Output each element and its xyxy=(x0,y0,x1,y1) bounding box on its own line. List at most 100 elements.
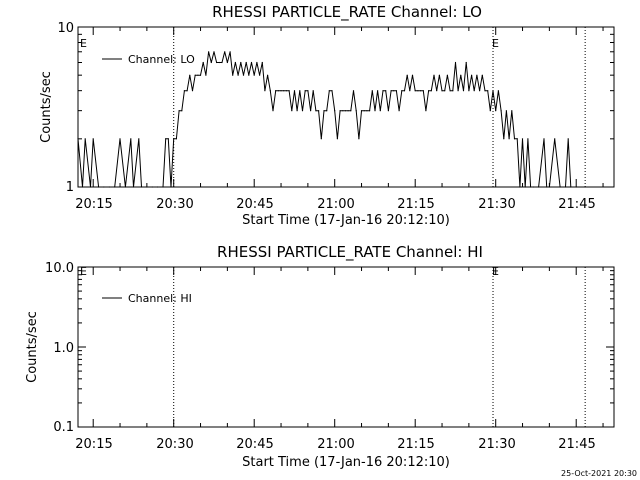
data-point xyxy=(385,90,387,92)
data-point xyxy=(570,186,572,188)
data-point xyxy=(438,74,440,76)
data-point xyxy=(484,90,486,92)
chart-lo-ticks xyxy=(78,26,614,188)
data-point xyxy=(567,138,569,140)
data-point xyxy=(331,90,333,92)
data-point xyxy=(508,138,510,140)
data-point xyxy=(546,186,548,188)
data-point xyxy=(167,138,169,140)
data-point xyxy=(248,74,250,76)
chart-hi-event-marker-start: E xyxy=(80,265,87,278)
data-point xyxy=(465,61,467,64)
chart-lo-legend-label: Channel: LO xyxy=(128,53,195,66)
chart-hi-title: RHESSI PARTICLE_RATE Channel: HI xyxy=(217,243,483,262)
data-point xyxy=(226,61,228,64)
data-point xyxy=(315,110,317,112)
data-point xyxy=(237,74,239,76)
data-point xyxy=(81,186,84,188)
data-point xyxy=(519,186,521,188)
data-point xyxy=(92,138,94,140)
data-point xyxy=(527,138,529,140)
data-point xyxy=(267,74,269,76)
data-point xyxy=(411,74,414,76)
data-point xyxy=(178,110,180,112)
data-point xyxy=(189,74,191,76)
data-point xyxy=(77,138,79,140)
chart-hi-ytick-10: 10.0 xyxy=(45,261,74,276)
chart-lo-event-marker-start: E xyxy=(80,37,87,50)
data-point xyxy=(256,61,258,64)
data-point xyxy=(186,90,188,92)
chart-hi-xtick-2145: 21:45 xyxy=(558,437,595,452)
data-point xyxy=(398,110,400,112)
data-point xyxy=(347,110,349,112)
chart-hi-xtick-2030: 20:30 xyxy=(156,437,193,452)
data-point xyxy=(511,110,513,112)
data-point xyxy=(269,90,271,92)
data-point xyxy=(401,90,403,92)
chart-lo-xtick-2045: 20:45 xyxy=(236,197,273,212)
chart-hi-frame xyxy=(77,266,615,428)
data-point xyxy=(285,90,287,92)
data-point xyxy=(208,51,210,53)
data-point xyxy=(449,90,451,92)
chart-lo-ytick-10: 10 xyxy=(57,21,74,36)
data-point xyxy=(98,186,100,188)
data-point xyxy=(245,61,247,64)
chart-lo-xlabel: Start Time (17-Jan-16 20:12:10) xyxy=(242,213,450,228)
data-point xyxy=(191,90,194,92)
data-point xyxy=(559,186,561,188)
data-point xyxy=(403,90,406,92)
data-point xyxy=(229,51,231,53)
data-point xyxy=(489,110,491,112)
data-point xyxy=(103,186,105,188)
chart-hi-xtick-2130: 21:30 xyxy=(478,437,515,452)
series-points-channel-lo xyxy=(77,51,577,188)
data-point xyxy=(497,90,499,92)
data-point xyxy=(293,90,296,92)
series-line-channel-lo xyxy=(77,51,577,188)
data-point xyxy=(277,90,279,92)
data-point xyxy=(454,61,457,64)
chart-hi-event-lines xyxy=(173,267,586,427)
data-point xyxy=(218,61,220,64)
data-point xyxy=(390,90,392,92)
data-point xyxy=(422,90,424,92)
data-point xyxy=(320,138,322,140)
data-point xyxy=(146,186,148,188)
data-point xyxy=(199,74,202,76)
data-point xyxy=(374,110,376,112)
data-point xyxy=(524,186,526,188)
data-point xyxy=(543,138,545,140)
chart-hi-ytick-1: 1.0 xyxy=(53,341,74,356)
data-point xyxy=(433,74,435,76)
data-point xyxy=(89,186,92,188)
data-point xyxy=(436,90,438,92)
data-point xyxy=(492,90,494,92)
data-point xyxy=(371,90,373,92)
chart-lo-xtick-2015: 20:15 xyxy=(75,197,112,212)
data-point xyxy=(417,90,419,92)
data-point xyxy=(444,90,446,92)
data-point xyxy=(352,90,355,92)
data-point xyxy=(108,186,110,188)
data-point xyxy=(264,90,266,92)
data-point xyxy=(301,110,304,112)
data-point xyxy=(304,90,306,92)
chart-hi-ticks xyxy=(78,266,614,428)
data-point xyxy=(395,90,397,92)
data-point xyxy=(460,74,462,76)
chart-lo-xtick-2100: 21:00 xyxy=(317,197,354,212)
data-point xyxy=(425,110,427,112)
data-point xyxy=(530,186,532,188)
data-point xyxy=(132,186,135,188)
data-point xyxy=(446,74,448,76)
chart-lo-xtick-2130: 21:30 xyxy=(478,197,515,212)
chart-lo-ytick-1: 1 xyxy=(66,180,74,195)
chart-hi-ytick-0-1: 0.1 xyxy=(53,420,74,435)
data-point xyxy=(462,90,465,92)
data-point xyxy=(310,110,312,112)
chart-hi-xtick-2115: 21:15 xyxy=(397,437,434,452)
data-point xyxy=(505,110,507,112)
data-point xyxy=(205,74,207,76)
